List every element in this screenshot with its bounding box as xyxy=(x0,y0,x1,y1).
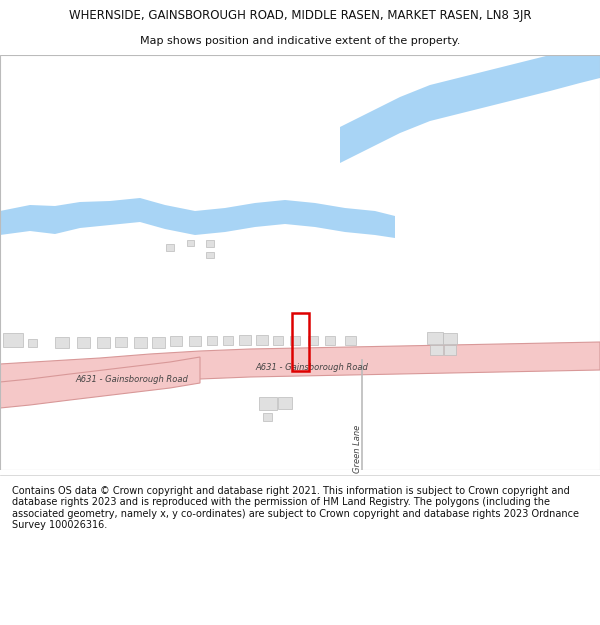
Bar xyxy=(166,244,174,251)
Bar xyxy=(133,336,146,348)
Bar xyxy=(443,332,457,344)
Text: A631 - Gainsborough Road: A631 - Gainsborough Road xyxy=(75,376,188,384)
Bar xyxy=(189,336,201,346)
Polygon shape xyxy=(340,42,600,163)
Bar xyxy=(290,336,300,344)
Bar xyxy=(273,336,283,344)
Bar xyxy=(427,332,443,344)
Bar xyxy=(115,337,127,347)
Text: Map shows position and indicative extent of the property.: Map shows position and indicative extent… xyxy=(140,36,460,46)
Bar xyxy=(207,336,217,344)
Bar xyxy=(170,336,182,346)
Bar xyxy=(263,413,271,421)
Bar xyxy=(206,252,214,258)
Bar xyxy=(344,336,355,344)
Text: WHERNSIDE, GAINSBOROUGH ROAD, MIDDLE RASEN, MARKET RASEN, LN8 3JR: WHERNSIDE, GAINSBOROUGH ROAD, MIDDLE RAS… xyxy=(69,9,531,22)
Bar xyxy=(97,336,110,348)
Bar xyxy=(187,240,193,246)
Bar xyxy=(444,345,456,355)
Polygon shape xyxy=(0,198,395,238)
Bar xyxy=(55,336,69,348)
Bar xyxy=(430,345,443,355)
Text: Green Lane: Green Lane xyxy=(353,425,361,473)
Bar xyxy=(77,336,89,348)
Bar xyxy=(325,336,335,344)
Bar xyxy=(278,397,292,409)
Text: A631 - Gainsborough Road: A631 - Gainsborough Road xyxy=(255,364,368,372)
Bar xyxy=(292,313,308,371)
Bar xyxy=(206,239,214,246)
Polygon shape xyxy=(0,357,200,408)
Bar xyxy=(3,333,23,347)
Bar xyxy=(151,336,164,348)
Bar xyxy=(28,339,37,347)
Text: Contains OS data © Crown copyright and database right 2021. This information is : Contains OS data © Crown copyright and d… xyxy=(12,486,579,530)
Bar xyxy=(259,396,277,409)
Bar xyxy=(239,335,251,345)
Bar xyxy=(256,335,268,345)
Bar xyxy=(308,336,318,344)
Bar xyxy=(223,336,233,344)
Polygon shape xyxy=(0,342,600,392)
